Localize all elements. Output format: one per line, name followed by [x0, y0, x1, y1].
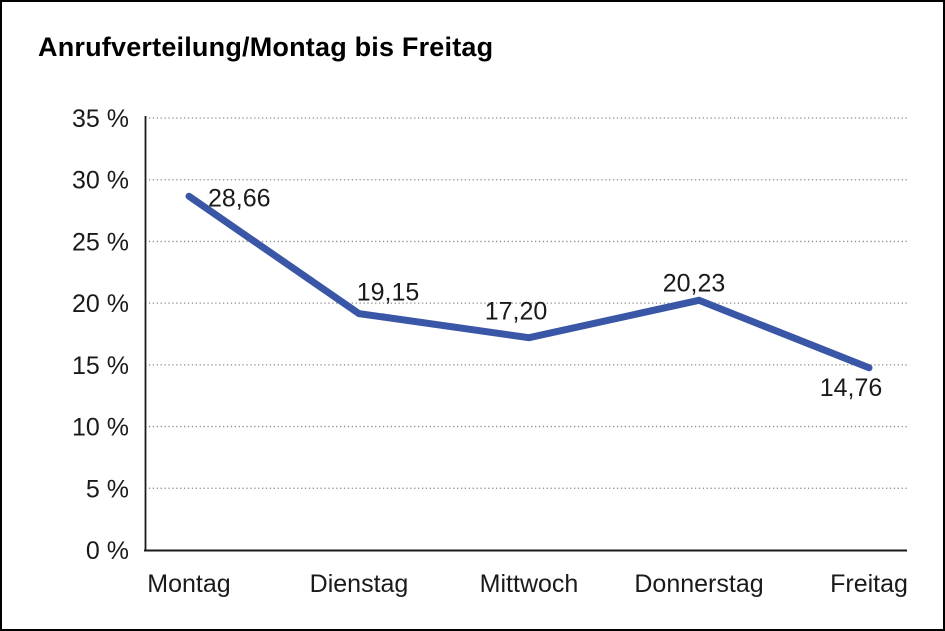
data-point-label: 14,76 [820, 374, 883, 402]
data-line [185, 192, 873, 372]
y-tick-label: 15 % [72, 352, 129, 380]
y-tick-label: 35 % [72, 105, 129, 133]
data-point-label: 19,15 [357, 279, 420, 307]
y-tick-label: 20 % [72, 290, 129, 318]
y-tick-label: 0 % [86, 537, 129, 565]
x-category-label: Freitag [830, 570, 908, 598]
data-point-label: 20,23 [663, 269, 726, 297]
x-category-label: Mittwoch [480, 570, 579, 598]
y-tick-label: 10 % [72, 414, 129, 442]
y-tick-label: 30 % [72, 167, 129, 195]
x-category-label: Dienstag [310, 570, 409, 598]
x-category-label: Donnerstag [634, 570, 763, 598]
y-tick-label: 25 % [72, 228, 129, 256]
data-point-label: 17,20 [485, 298, 548, 326]
chart-title: Anrufverteilung/Montag bis Freitag [38, 32, 494, 62]
data-point-label: 28,66 [208, 184, 271, 212]
y-tick-label: 5 % [86, 475, 129, 503]
x-category-label: Montag [147, 570, 230, 598]
